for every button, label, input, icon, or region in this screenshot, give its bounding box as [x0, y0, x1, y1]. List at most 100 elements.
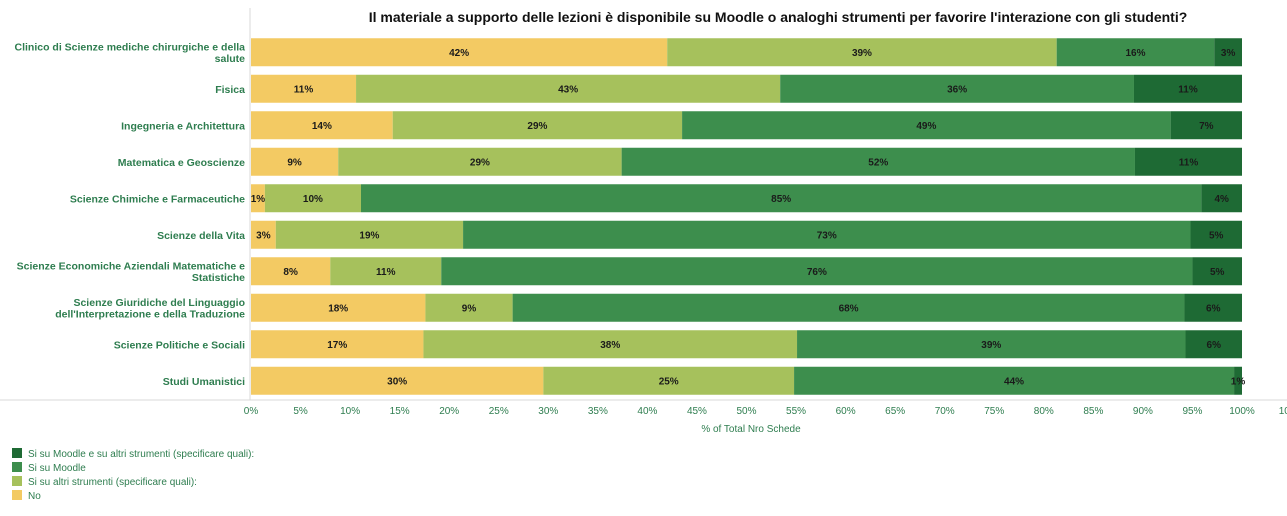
bar-segment: [1185, 330, 1242, 359]
legend-swatch: [12, 476, 22, 486]
data-label: 9%: [462, 303, 477, 314]
x-tick-label: 90%: [1133, 406, 1153, 417]
data-label: 19%: [359, 230, 379, 241]
category-label: Scienze Economiche Aziendali Matematiche…: [17, 261, 246, 273]
data-label: 11%: [376, 267, 396, 278]
legend-label: No: [28, 491, 41, 502]
x-tick-label: 85%: [1083, 406, 1103, 417]
data-label: 29%: [470, 157, 490, 168]
bar-segment: [794, 366, 1235, 395]
data-label: 38%: [600, 340, 620, 351]
bars: 42% 39% 16% 3% 11% 43% 36% 11% 14% 29% 49% 7% 9% 29% 5…: [251, 38, 1246, 395]
bar-segment: [251, 220, 276, 249]
data-label: 16%: [1125, 48, 1145, 59]
bar-segment: [251, 330, 424, 359]
x-tick-label: 50%: [736, 406, 756, 417]
x-tick-label: 40%: [637, 406, 657, 417]
data-label: 52%: [868, 157, 888, 168]
x-tick-label: 20%: [439, 406, 459, 417]
data-label: 85%: [771, 194, 791, 205]
category-label: Statistiche: [192, 272, 245, 284]
bar-segment: [338, 147, 622, 176]
data-label: 4%: [1214, 194, 1229, 205]
x-tick-label: 30%: [538, 406, 558, 417]
category-label: Scienze della Vita: [157, 230, 245, 242]
data-label: 3%: [1221, 48, 1236, 59]
legend-swatch: [12, 462, 22, 472]
x-tick-label: 25%: [489, 406, 509, 417]
bar-segment: [423, 330, 798, 359]
data-label: 5%: [1209, 230, 1224, 241]
data-label: 30%: [387, 376, 407, 387]
x-tick-label: 95%: [1182, 406, 1202, 417]
bar-segment: [264, 184, 362, 213]
x-axis-title: % of Total Nro Schede: [701, 424, 801, 435]
x-tick-label: 100%: [1229, 406, 1255, 417]
category-labels: Clinico di Scienze mediche chirurgiche e…: [15, 42, 246, 388]
bar-segment: [1184, 293, 1242, 322]
data-label: 14%: [312, 121, 332, 132]
data-label: 42%: [449, 48, 469, 59]
bar-segment: [392, 111, 683, 140]
data-label: 7%: [1199, 121, 1214, 132]
data-label: 68%: [839, 303, 859, 314]
bar-segment: [682, 111, 1171, 140]
data-label: 10%: [303, 194, 323, 205]
bar-segment: [1214, 38, 1242, 67]
legend-label: Si su Moodle e su altri strumenti (speci…: [28, 449, 254, 460]
category-label: Fisica: [215, 84, 245, 96]
category-label: Ingegneria e Architettura: [121, 120, 245, 132]
data-label: 76%: [807, 267, 827, 278]
x-tick-label: 75%: [984, 406, 1004, 417]
bar-segment: [251, 111, 393, 140]
bar-segment: [251, 74, 357, 103]
legend-label: Si su altri strumenti (specificare quali…: [28, 477, 197, 488]
bar-segment: [543, 366, 795, 395]
data-label: 11%: [1179, 157, 1199, 168]
x-tick-label: 35%: [588, 406, 608, 417]
x-tick-label: 55%: [786, 406, 806, 417]
data-label: 18%: [328, 303, 348, 314]
data-label: 73%: [817, 230, 837, 241]
bar-segment: [251, 184, 265, 213]
data-label: 49%: [916, 121, 936, 132]
legend-swatch: [12, 490, 22, 500]
category-label: Clinico di Scienze mediche chirurgiche e…: [15, 42, 246, 54]
data-label: 44%: [1004, 376, 1024, 387]
x-tick-label: 45%: [687, 406, 707, 417]
category-label: Matematica e Geoscienze: [118, 157, 245, 169]
data-label: 1%: [251, 194, 266, 205]
bar-segment: [621, 147, 1135, 176]
bar-segment: [780, 74, 1134, 103]
bar-segment: [251, 147, 339, 176]
bar-segment: [356, 74, 781, 103]
bar-segment: [797, 330, 1186, 359]
x-tick-label: 5%: [293, 406, 308, 417]
data-label: 25%: [659, 376, 679, 387]
bar-segment: [425, 293, 513, 322]
data-label: 1%: [1231, 376, 1246, 387]
bar-segment: [1133, 74, 1242, 103]
data-label: 3%: [256, 230, 271, 241]
bar-segment: [1192, 257, 1242, 286]
x-tick-label: 15%: [390, 406, 410, 417]
bar-segment: [251, 38, 668, 67]
bar-segment: [251, 366, 544, 395]
data-label: 39%: [981, 340, 1001, 351]
legend: Si su Moodle e su altri strumenti (speci…: [12, 448, 254, 502]
bar-segment: [1201, 184, 1242, 213]
data-label: 17%: [327, 340, 347, 351]
data-label: 36%: [947, 84, 967, 95]
bar-segment: [441, 257, 1193, 286]
data-label: 11%: [1178, 84, 1198, 95]
x-tick-label: 65%: [885, 406, 905, 417]
bar-segment: [667, 38, 1057, 67]
bar-segment: [275, 220, 464, 249]
x-tick-label: 105%: [1279, 406, 1287, 417]
bar-segment: [330, 257, 442, 286]
x-tick-label: 80%: [1034, 406, 1054, 417]
x-axis: 0% 5% 10% 15% 20% 25% 30% 35% 40% 45% 50% 55% 60% 65%…: [0, 8, 1287, 417]
data-label: 5%: [1210, 267, 1225, 278]
data-label: 29%: [527, 121, 547, 132]
